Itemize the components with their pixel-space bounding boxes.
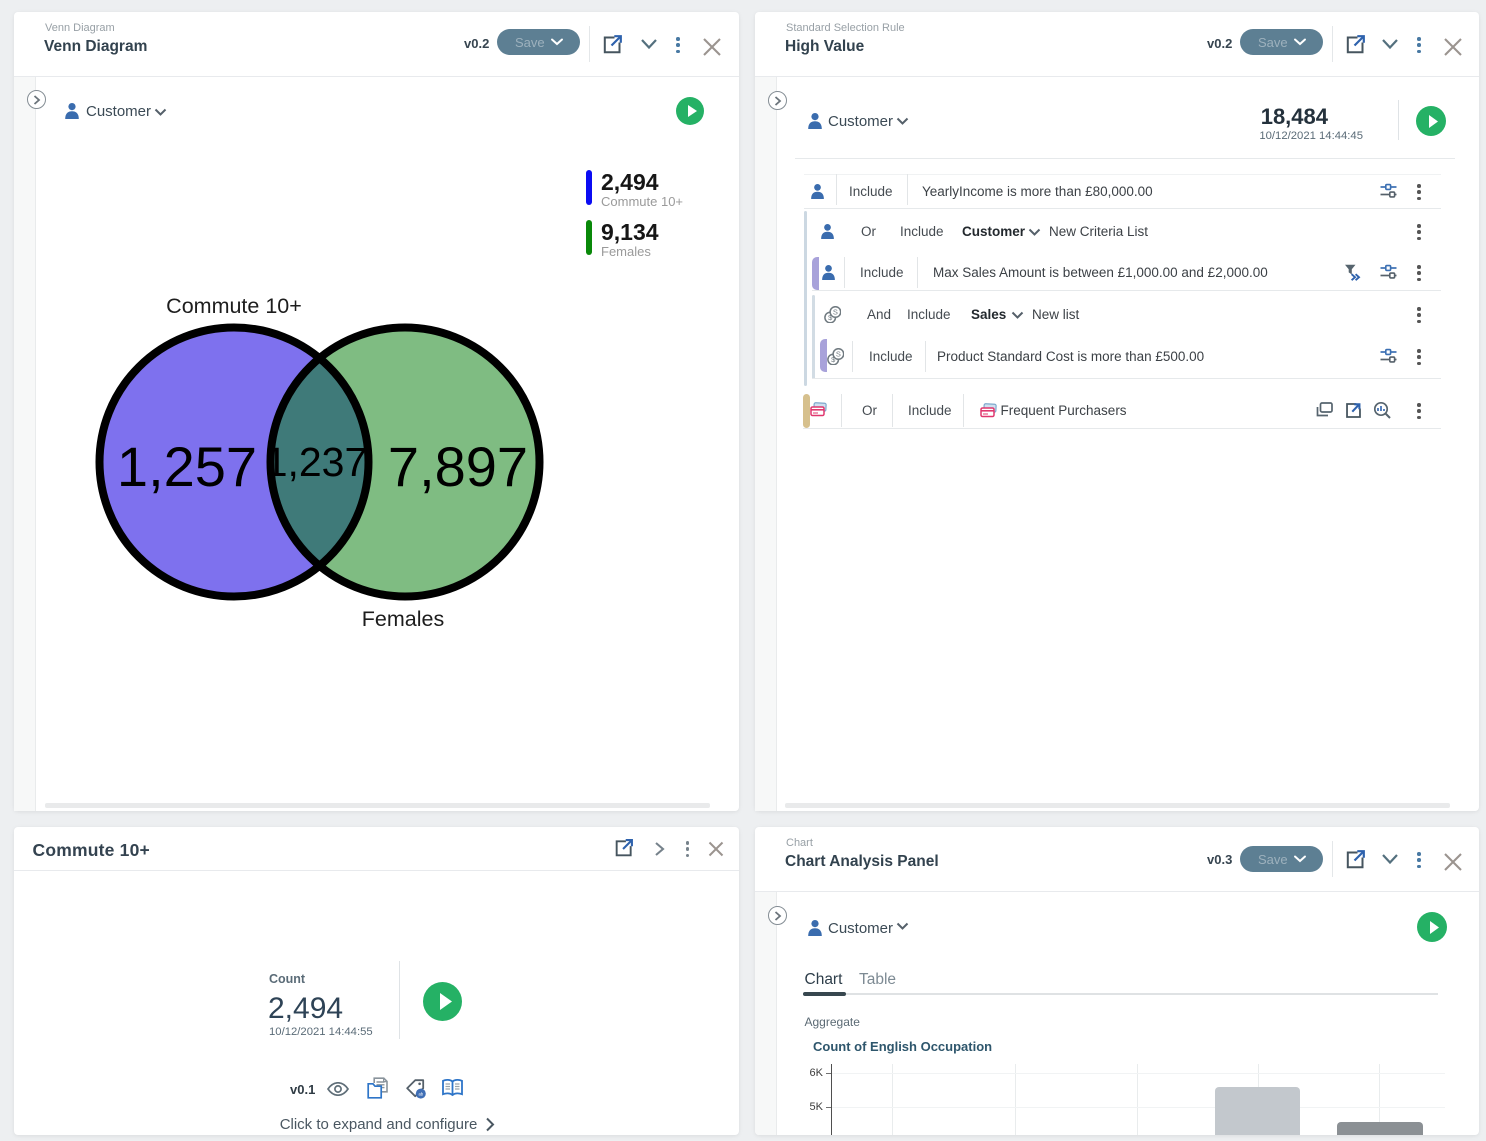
svg-text:S: S [833, 308, 838, 317]
svg-text:S: S [836, 350, 841, 359]
svg-text:ab: ab [418, 1091, 423, 1096]
svg-text:$: $ [828, 313, 833, 322]
svg-text:$: $ [831, 355, 836, 364]
